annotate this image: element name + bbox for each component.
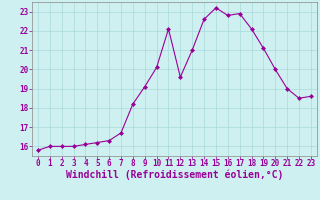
- X-axis label: Windchill (Refroidissement éolien,°C): Windchill (Refroidissement éolien,°C): [66, 170, 283, 180]
